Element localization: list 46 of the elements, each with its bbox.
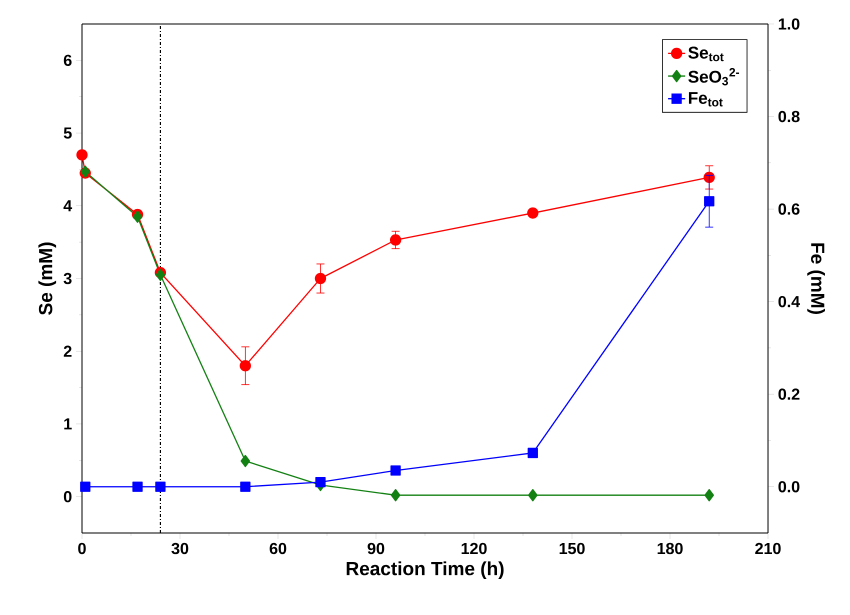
point [132, 482, 143, 492]
x-tick-label: 0 [78, 542, 86, 554]
point [528, 448, 538, 458]
point [80, 482, 90, 492]
point [390, 234, 402, 246]
x-tick-label: 90 [368, 542, 384, 554]
y-tick-label: 0 [64, 490, 72, 502]
y2-axis-title: Fe (mM) [807, 243, 825, 314]
point [390, 465, 401, 476]
x-axis-title: Reaction Time (h) [346, 561, 504, 580]
y-tick-label: 1 [64, 418, 72, 430]
point [315, 476, 326, 488]
point [76, 149, 88, 161]
point [155, 482, 166, 492]
y2-tick-label: 0.4 [778, 296, 800, 308]
point [528, 489, 538, 502]
point [156, 268, 166, 282]
y-tick-label: 6 [64, 54, 72, 66]
legend-label: Se$_{tot}$ [688, 46, 724, 62]
y-axis-title: Se (mM) [38, 242, 56, 315]
point [240, 360, 251, 372]
y-tick-label: 3 [64, 272, 72, 284]
point [314, 272, 326, 284]
x-tick-label: 210 [755, 542, 781, 554]
y2-tick-label: 0.2 [778, 388, 800, 400]
point [527, 207, 538, 219]
y2-tick-label: 1.0 [778, 18, 800, 30]
point [132, 210, 142, 223]
point [240, 482, 250, 492]
y-tick-label: 4 [64, 200, 72, 212]
y2-tick-label: 0.8 [778, 110, 800, 122]
x-tick-label: 150 [560, 542, 585, 554]
legend-label: SeO$_{3}$2- [688, 68, 740, 86]
point [240, 454, 250, 468]
x-tick-label: 120 [462, 542, 487, 554]
y2-tick-label: 0.0 [778, 481, 800, 492]
x-tick-label: 30 [171, 542, 188, 554]
x-tick-label: 60 [270, 542, 286, 554]
legend-label: Fe$_{tot}$ [688, 92, 723, 107]
point [704, 196, 714, 206]
x-tick-label: 180 [658, 542, 683, 554]
point [390, 489, 400, 502]
point [704, 489, 714, 502]
y2-tick-label: 0.6 [778, 203, 800, 215]
y-tick-label: 2 [64, 346, 72, 357]
y-tick-label: 5 [64, 127, 72, 139]
